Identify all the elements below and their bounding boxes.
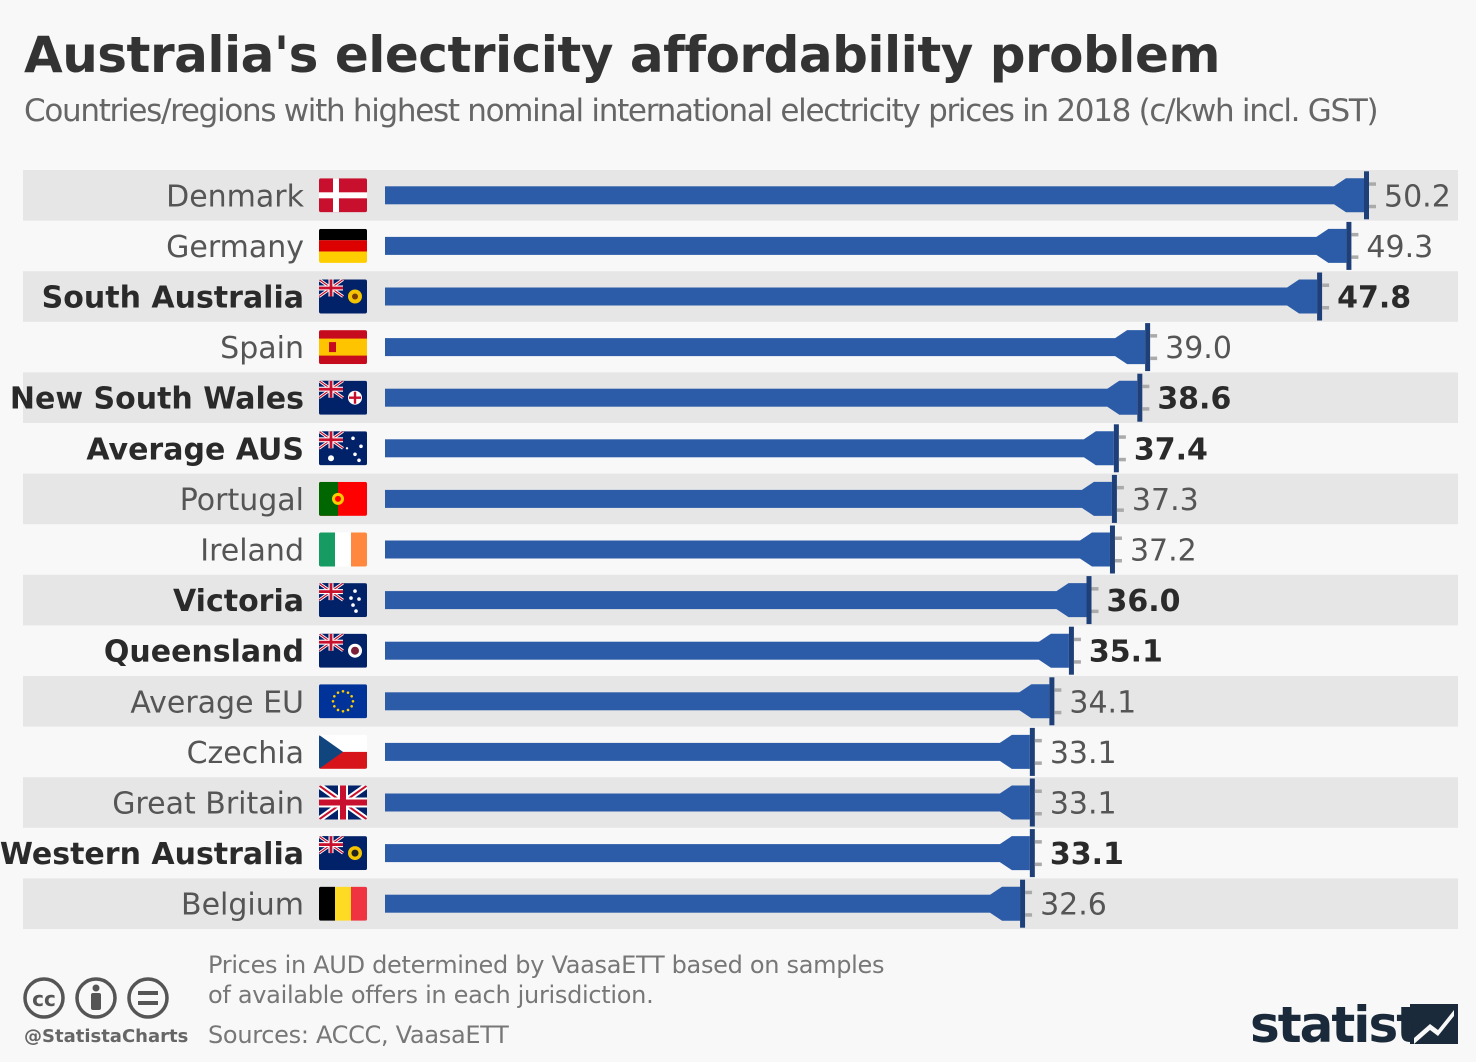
attribution-icon bbox=[75, 977, 117, 1019]
category-label-spain: Spain bbox=[220, 331, 304, 366]
south-australia-flag bbox=[319, 279, 367, 314]
bar-denmark bbox=[385, 171, 1376, 220]
category-label-average-eu: Average EU bbox=[130, 685, 304, 720]
value-label-average-aus: 37.4 bbox=[1134, 432, 1208, 467]
chart-subtitle: Countries/regions with highest nominal i… bbox=[24, 93, 1379, 129]
social-handle: @StatistaCharts bbox=[24, 1026, 189, 1047]
value-label-average-eu: 34.1 bbox=[1069, 685, 1136, 720]
sources-note: Sources: ACCC, VaasaETT bbox=[208, 1021, 509, 1049]
portugal-flag bbox=[319, 481, 367, 516]
value-label-queensland: 35.1 bbox=[1089, 635, 1163, 670]
value-label-victoria: 36.0 bbox=[1107, 584, 1181, 619]
bar-chart: Denmark Germany South Australia Spain New So… bbox=[0, 170, 1458, 929]
bar-western-australia bbox=[385, 829, 1042, 878]
bar-queensland bbox=[385, 626, 1081, 675]
value-label-ireland: 37.2 bbox=[1130, 534, 1197, 569]
bar-great-britain bbox=[385, 778, 1042, 827]
bar-czechia bbox=[385, 727, 1042, 776]
bar-portugal bbox=[385, 474, 1124, 523]
category-label-average-aus: Average AUS bbox=[86, 432, 304, 467]
bar-average-aus bbox=[385, 424, 1126, 473]
footnote-line-1: Prices in AUD determined by VaasaETT bas… bbox=[208, 951, 885, 979]
great-britain-flag bbox=[319, 785, 367, 820]
western-australia-flag bbox=[319, 836, 367, 871]
bar-average-eu bbox=[385, 677, 1062, 726]
chart-title: Australia's electricity affordability pr… bbox=[24, 26, 1220, 84]
value-label-western-australia: 33.1 bbox=[1050, 837, 1124, 872]
footnote-line-2: of available offers in each jurisdiction… bbox=[208, 981, 654, 1009]
category-label-belgium: Belgium bbox=[181, 888, 304, 923]
bar-belgium bbox=[385, 879, 1033, 928]
flags bbox=[319, 178, 367, 921]
no-derivatives-icon bbox=[127, 977, 169, 1019]
germany-flag bbox=[319, 228, 367, 263]
denmark-flag bbox=[319, 178, 367, 213]
australia-flag bbox=[319, 431, 367, 466]
value-label-spain: 39.0 bbox=[1165, 331, 1232, 366]
bar-victoria bbox=[385, 576, 1099, 625]
category-label-new-south-wales: New South Wales bbox=[10, 382, 304, 417]
bar-ireland bbox=[385, 525, 1122, 574]
category-labels: Denmark Germany South Australia Spain New So… bbox=[0, 179, 305, 922]
bar-south-australia bbox=[385, 272, 1330, 321]
statista-logo-icon bbox=[1410, 1004, 1458, 1044]
spain-flag bbox=[319, 330, 367, 365]
belgium-flag bbox=[319, 886, 367, 921]
ireland-flag bbox=[319, 532, 367, 567]
value-label-portugal: 37.3 bbox=[1132, 483, 1199, 518]
category-label-western-australia: Western Australia bbox=[0, 837, 304, 872]
value-label-denmark: 50.2 bbox=[1384, 179, 1451, 214]
svg-text:cc: cc bbox=[32, 987, 56, 1011]
victoria-flag bbox=[319, 583, 367, 618]
bars bbox=[385, 171, 1376, 928]
value-label-czechia: 33.1 bbox=[1050, 736, 1117, 771]
czechia-flag bbox=[319, 734, 367, 769]
category-label-ireland: Ireland bbox=[200, 534, 304, 569]
category-label-south-australia: South Australia bbox=[42, 281, 304, 316]
value-label-new-south-wales: 38.6 bbox=[1157, 382, 1231, 417]
bar-germany bbox=[385, 221, 1359, 270]
queensland-flag bbox=[319, 633, 367, 668]
value-label-great-britain: 33.1 bbox=[1050, 787, 1117, 822]
category-label-portugal: Portugal bbox=[180, 483, 304, 518]
bar-new-south-wales bbox=[385, 373, 1150, 422]
eu-flag bbox=[319, 684, 367, 719]
category-label-queensland: Queensland bbox=[104, 635, 304, 670]
category-label-germany: Germany bbox=[166, 230, 304, 265]
category-label-denmark: Denmark bbox=[166, 179, 305, 214]
category-label-great-britain: Great Britain bbox=[112, 787, 304, 822]
category-label-victoria: Victoria bbox=[173, 584, 304, 619]
category-label-czechia: Czechia bbox=[187, 736, 304, 771]
bar-spain bbox=[385, 323, 1158, 372]
cc-icon: cc bbox=[23, 977, 65, 1019]
value-label-south-australia: 47.8 bbox=[1337, 281, 1411, 316]
license-icons: cc bbox=[23, 977, 169, 1019]
value-label-belgium: 32.6 bbox=[1040, 888, 1107, 923]
value-label-germany: 49.3 bbox=[1366, 230, 1433, 265]
new-south-wales-flag bbox=[319, 380, 367, 415]
value-labels: 50.2 49.3 47.8 39.0 38.6 37.4 37.3 37.2 36.0 35.1… bbox=[1040, 179, 1451, 922]
